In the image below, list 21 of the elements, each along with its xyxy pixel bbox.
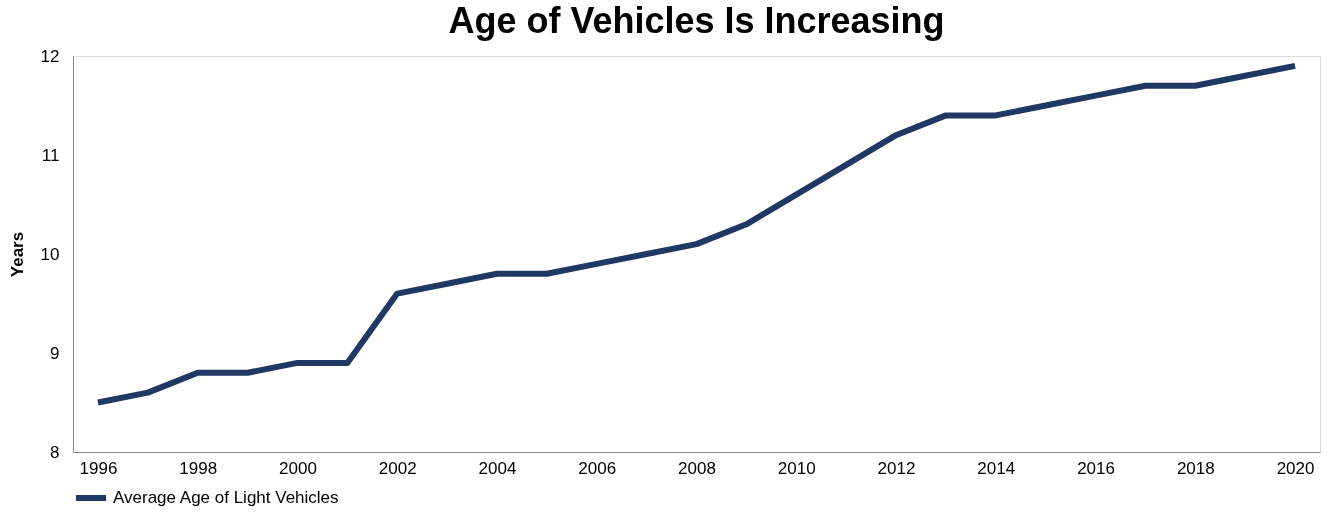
x-tick-label: 2014 (977, 458, 1016, 478)
x-tick-label: 2002 (378, 458, 417, 478)
chart-title: Age of Vehicles Is Increasing (448, 0, 945, 41)
y-tick-label: 10 (40, 244, 60, 264)
x-tick-label: 1998 (179, 458, 218, 478)
x-tick-label: 2006 (578, 458, 617, 478)
x-tick-label: 2012 (877, 458, 916, 478)
x-tick-label: 2016 (1077, 458, 1115, 478)
x-tick-label: 2020 (1276, 458, 1315, 478)
y-tick-label: 8 (50, 442, 60, 462)
x-tick-label: 2004 (478, 458, 517, 478)
x-tick-label: 2010 (777, 458, 816, 478)
y-tick-label: 11 (41, 145, 60, 165)
x-tick-label: 2000 (279, 458, 317, 478)
x-tick-label: 2018 (1176, 458, 1215, 478)
y-tick-label: 9 (50, 343, 60, 363)
x-tick-label: 2008 (678, 458, 716, 478)
y-tick-label: 12 (40, 46, 60, 66)
y-axis-title: Years (7, 231, 27, 278)
legend-label: Average Age of Light Vehicles (113, 488, 339, 507)
x-tick-label: 1996 (79, 458, 118, 478)
